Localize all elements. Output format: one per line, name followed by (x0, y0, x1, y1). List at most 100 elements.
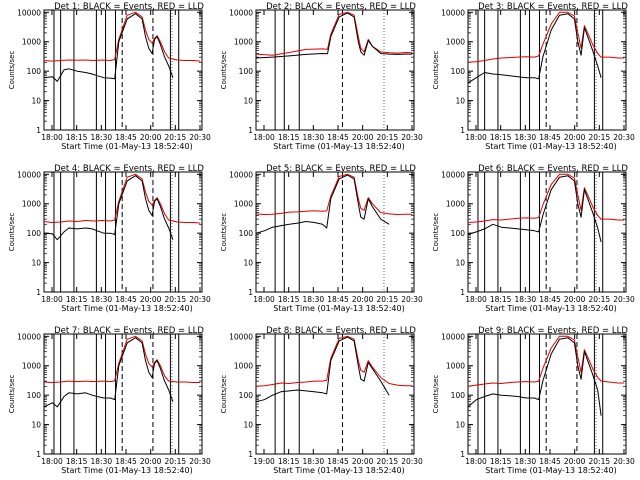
x-tick-label: 20:30 (613, 295, 635, 304)
x-tick-label: 20:30 (401, 457, 423, 466)
events-series-line (255, 12, 413, 59)
x-tick-label: 18:00 (253, 133, 275, 142)
plot-frame (467, 333, 627, 455)
x-tick-label: 20:30 (613, 457, 635, 466)
events-series-line (467, 337, 602, 416)
x-tick-label: 18:15 (66, 295, 88, 304)
detector-panel: Det 9: BLACK = Events, RED = LLD 1 10 100 10… (432, 326, 635, 475)
y-tick-label: 10000 (441, 170, 465, 179)
y-axis-label: Counts/sec (432, 51, 440, 90)
x-tick-label: 20:00 (564, 133, 586, 142)
y-tick-label: 1000 (22, 38, 41, 47)
lld-series-line (43, 11, 201, 62)
x-tick-label: 20:00 (140, 457, 162, 466)
y-tick-label: 10 (455, 421, 465, 430)
y-tick-label: 100 (27, 391, 42, 400)
x-tick-label: 18:15 (490, 133, 512, 142)
y-tick-label: 1000 (446, 362, 465, 371)
x-tick-label: 20:30 (401, 133, 423, 142)
x-tick-label: 18:45 (115, 133, 137, 142)
x-tick-label: 20:30 (613, 133, 635, 142)
x-tick-label: 18:15 (66, 457, 88, 466)
y-axis-label: Counts/sec (220, 51, 228, 90)
lld-series-line (43, 173, 201, 224)
y-tick-label: 100 (239, 229, 254, 238)
y-tick-label: 10 (243, 259, 253, 268)
y-tick-label: 10000 (17, 332, 41, 341)
y-tick-label: 10000 (17, 170, 41, 179)
x-tick-label: 20:15 (377, 295, 399, 304)
y-tick-label: 100 (451, 67, 466, 76)
x-tick-label: 20:30 (189, 457, 211, 466)
panel-title: Det 5: BLACK = Events, RED = LLD (266, 164, 416, 174)
x-tick-label: 20:30 (401, 295, 423, 304)
y-axis-label: Counts/sec (432, 375, 440, 414)
plot-frame (255, 9, 415, 131)
y-tick-label: 10 (455, 97, 465, 106)
panel-title: Det 9: BLACK = Events, RED = LLD (478, 326, 628, 336)
y-tick-label: 10 (31, 421, 41, 430)
y-tick-label: 1 (36, 450, 41, 459)
x-tick-label: 18:30 (91, 133, 113, 142)
plot-frame (43, 9, 203, 131)
panel-title: Det 4: BLACK = Events, RED = LLD (54, 164, 204, 174)
y-tick-label: 1 (36, 288, 41, 297)
x-tick-label: 18:45 (539, 457, 561, 466)
events-series-line (467, 13, 602, 84)
y-tick-label: 100 (27, 67, 42, 76)
y-axis-label: Counts/sec (220, 213, 228, 252)
x-tick-label: 18:30 (515, 457, 537, 466)
x-tick-label: 18:45 (539, 295, 561, 304)
x-tick-label: 18:15 (278, 457, 300, 466)
plot-frame (467, 171, 627, 293)
lld-series-line (467, 173, 625, 223)
y-tick-label: 1 (248, 450, 253, 459)
x-tick-label: 18:00 (465, 295, 487, 304)
detector-panel: Det 6: BLACK = Events, RED = LLD 1 10 100 10… (432, 164, 635, 313)
x-tick-label: 20:15 (589, 457, 611, 466)
lld-series-line (467, 11, 625, 63)
y-tick-label: 1000 (22, 200, 41, 209)
y-tick-label: 10 (455, 259, 465, 268)
x-tick-label: 18:15 (278, 133, 300, 142)
plot-frame (43, 333, 203, 455)
y-tick-label: 10000 (229, 8, 253, 17)
y-tick-label: 10000 (229, 170, 253, 179)
y-tick-label: 1000 (22, 362, 41, 371)
x-tick-label: 20:15 (165, 457, 187, 466)
plot-frame (467, 9, 627, 131)
lld-series-line (43, 335, 201, 383)
y-tick-label: 10 (243, 97, 253, 106)
x-tick-label: 18:45 (327, 457, 349, 466)
y-tick-label: 100 (239, 67, 254, 76)
x-tick-label: 20:00 (352, 295, 374, 304)
detector-panel: Det 7: BLACK = Events, RED = LLD 1 10 100 10… (8, 326, 211, 475)
x-tick-label: 18:15 (490, 457, 512, 466)
x-tick-label: 20:15 (377, 133, 399, 142)
y-tick-label: 1000 (234, 362, 253, 371)
x-tick-label: 18:45 (327, 295, 349, 304)
y-axis-label: Counts/sec (220, 375, 228, 414)
x-axis-label: Start Time (01-May-13 18:52:40) (273, 304, 404, 313)
y-tick-label: 10000 (441, 332, 465, 341)
x-tick-label: 18:45 (327, 133, 349, 142)
y-tick-label: 10000 (441, 8, 465, 17)
lld-series-line (255, 173, 413, 215)
x-tick-label: 18:30 (91, 457, 113, 466)
y-tick-label: 10 (31, 259, 41, 268)
y-tick-label: 10 (243, 421, 253, 430)
x-tick-label: 18:30 (303, 457, 325, 466)
x-tick-label: 20:15 (589, 295, 611, 304)
y-axis-label: Counts/sec (8, 375, 16, 414)
plot-frame (255, 333, 415, 455)
y-tick-label: 1 (460, 126, 465, 135)
x-axis-label: Start Time (01-May-13 18:52:40) (61, 142, 192, 151)
x-tick-label: 20:00 (140, 133, 162, 142)
y-tick-label: 1 (248, 288, 253, 297)
x-tick-label: 18:00 (41, 295, 63, 304)
x-tick-label: 18:00 (253, 295, 275, 304)
y-tick-label: 1000 (446, 200, 465, 209)
x-tick-label: 20:00 (564, 457, 586, 466)
y-tick-label: 1 (460, 450, 465, 459)
